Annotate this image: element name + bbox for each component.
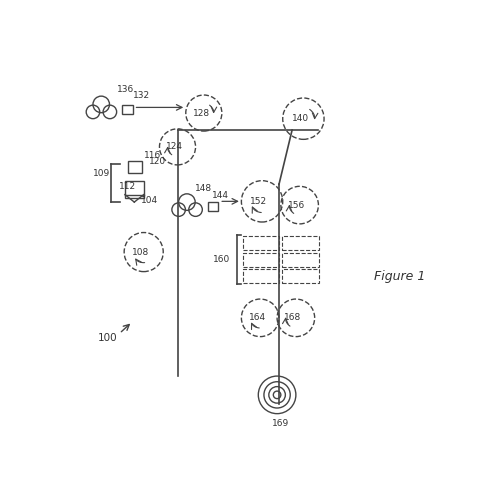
- Bar: [282, 236, 319, 250]
- Text: 148: 148: [195, 184, 212, 193]
- Bar: [128, 161, 142, 173]
- Text: 120: 120: [149, 157, 166, 166]
- Text: 140: 140: [292, 114, 309, 123]
- Text: 109: 109: [93, 169, 110, 178]
- Text: 164: 164: [249, 313, 266, 323]
- Bar: [122, 104, 133, 114]
- Text: 112: 112: [119, 183, 137, 191]
- Text: 144: 144: [212, 191, 229, 200]
- Text: 169: 169: [272, 419, 289, 428]
- Bar: [282, 269, 319, 283]
- Text: 136: 136: [117, 84, 135, 94]
- Text: 168: 168: [284, 313, 302, 323]
- Text: 128: 128: [193, 108, 210, 118]
- Bar: [282, 253, 319, 266]
- Text: 152: 152: [250, 197, 268, 206]
- Text: 104: 104: [141, 196, 158, 205]
- Text: 156: 156: [288, 201, 305, 210]
- Text: 100: 100: [98, 333, 118, 343]
- Bar: [243, 236, 279, 250]
- Bar: [243, 269, 279, 283]
- Text: 132: 132: [133, 91, 150, 100]
- Bar: [208, 202, 218, 211]
- Text: 124: 124: [166, 142, 183, 151]
- Text: 108: 108: [132, 247, 149, 257]
- Bar: [125, 181, 144, 198]
- Bar: [243, 253, 279, 266]
- Text: 116: 116: [144, 151, 161, 160]
- Text: Figure 1: Figure 1: [373, 270, 425, 283]
- Text: 160: 160: [213, 255, 230, 264]
